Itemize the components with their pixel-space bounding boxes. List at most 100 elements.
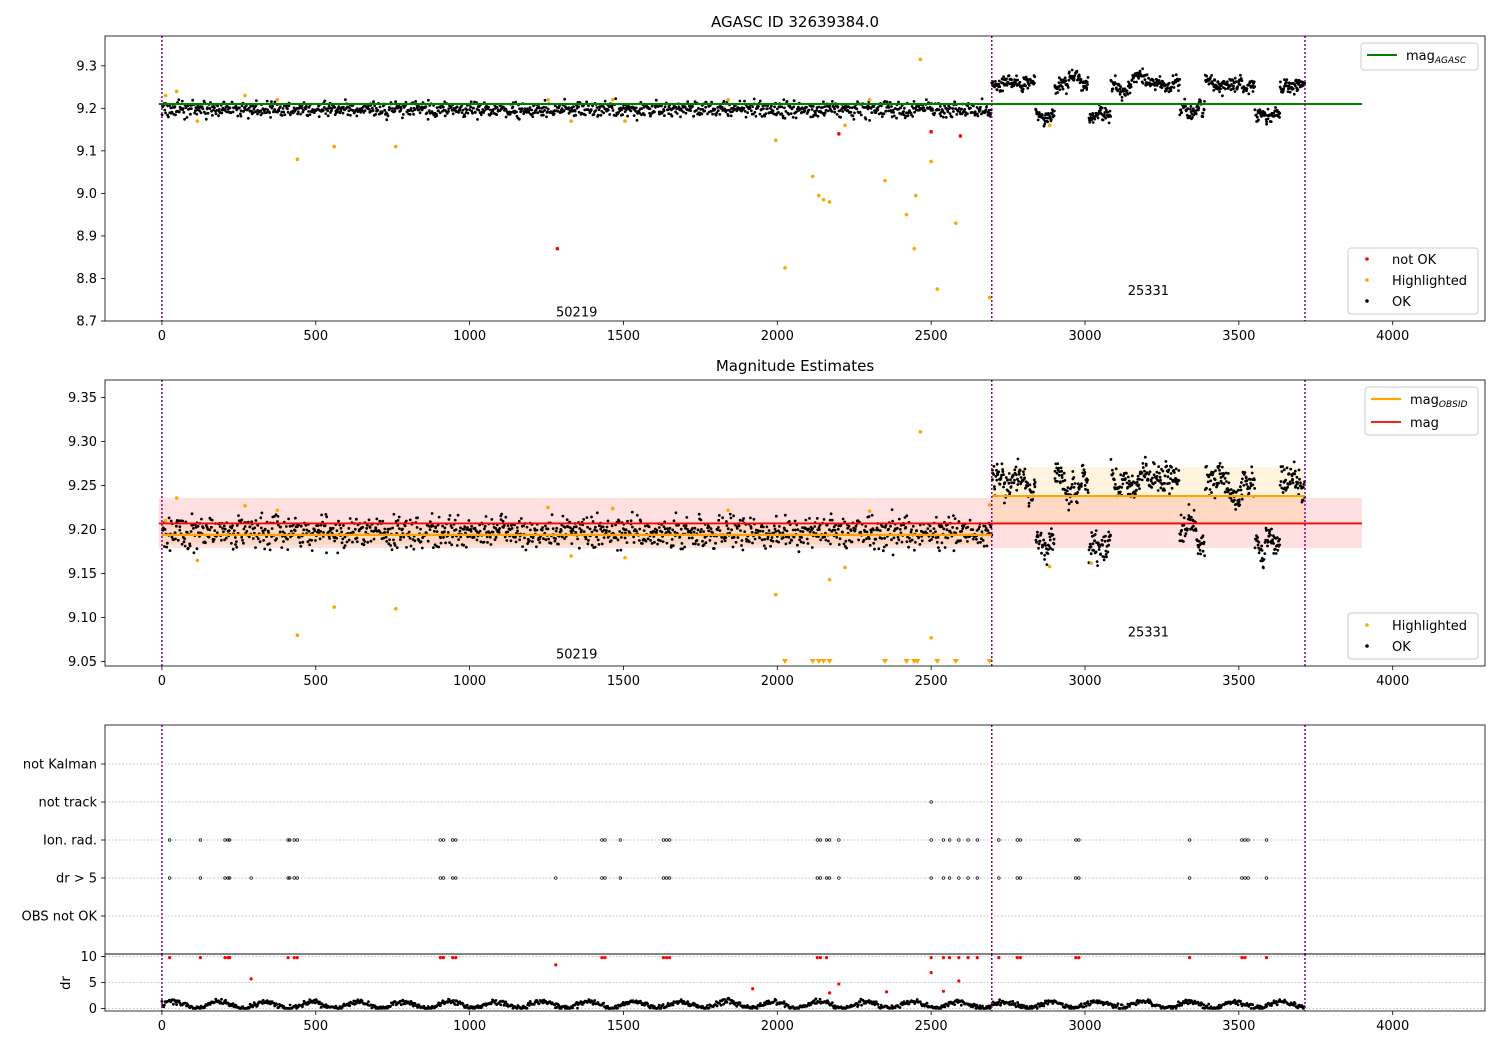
ok-point [760, 115, 764, 118]
ok-point [640, 107, 644, 110]
not-ok-point [929, 129, 933, 134]
ok-point [568, 106, 571, 110]
ok-point [1072, 485, 1076, 489]
ok-point [319, 523, 323, 527]
ok-point [1121, 87, 1125, 91]
dr-point [616, 1006, 619, 1010]
ok-point [918, 543, 922, 546]
ok-point [259, 516, 263, 520]
ok-point [1247, 92, 1251, 96]
ok-point [1107, 121, 1111, 125]
ok-point [1178, 78, 1182, 81]
dr-point [231, 1002, 235, 1006]
ok-point [1007, 74, 1011, 77]
flag-point [667, 876, 672, 880]
ok-point [340, 530, 343, 534]
ok-point [1013, 468, 1017, 472]
ok-point [299, 112, 302, 116]
ok-point [971, 528, 975, 531]
ok-point [891, 553, 895, 557]
ok-point [1212, 482, 1216, 486]
ok-point [887, 106, 891, 109]
ok-point [301, 540, 305, 544]
ok-point [1296, 486, 1300, 490]
ok-point [215, 108, 219, 112]
ok-point [560, 107, 564, 110]
ok-point [1103, 555, 1106, 559]
ok-point [217, 108, 221, 111]
ok-point [814, 113, 818, 117]
ok-point [183, 117, 187, 121]
ok-point [935, 540, 939, 544]
ok-point [408, 518, 412, 522]
ok-point [182, 111, 186, 114]
ok-point [830, 518, 834, 522]
ok-point [1266, 544, 1269, 548]
ok-point [857, 538, 860, 542]
chart-title: Magnitude Estimates [716, 357, 874, 375]
ok-point [1002, 485, 1005, 489]
ok-point [210, 109, 213, 113]
ok-point [489, 543, 493, 546]
ok-point [1266, 540, 1270, 544]
ok-point [795, 110, 798, 114]
ok-point [1153, 88, 1157, 92]
ok-point [1155, 470, 1159, 474]
ok-point [742, 106, 746, 110]
ok-point [305, 104, 308, 108]
ok-point [1104, 534, 1107, 538]
ok-point [368, 108, 371, 111]
ok-point [1046, 552, 1050, 555]
ok-point [514, 100, 518, 104]
ok-point [1294, 484, 1298, 487]
ok-point [260, 112, 264, 115]
ok-point [800, 536, 803, 539]
ok-point [972, 104, 975, 108]
flag-point [661, 838, 666, 842]
ok-point [1062, 78, 1065, 82]
ok-point [195, 112, 199, 116]
ok-point [270, 527, 274, 530]
ok-point [527, 110, 531, 114]
ok-point [1257, 551, 1261, 555]
ok-point [501, 519, 505, 523]
ok-point [1166, 475, 1170, 479]
ok-point [1055, 471, 1059, 475]
dr-point [587, 998, 591, 1001]
ok-point [391, 526, 394, 530]
ok-point [577, 110, 581, 114]
ok-point [617, 111, 620, 114]
flag-point [815, 838, 819, 842]
ok-point [1157, 79, 1161, 82]
ok-point [1047, 532, 1051, 535]
ok-point [1177, 83, 1181, 87]
ok-point [528, 539, 531, 543]
ok-point [190, 512, 194, 516]
ok-point [943, 111, 946, 115]
ok-point [1043, 116, 1047, 120]
ok-point [665, 531, 668, 534]
ok-point [903, 106, 906, 110]
ok-point [242, 527, 246, 531]
dr-point [725, 1000, 729, 1004]
ok-point [1298, 477, 1301, 481]
ok-point [317, 104, 320, 108]
ok-point [913, 548, 916, 552]
ok-point [678, 535, 682, 539]
ok-point [192, 551, 196, 555]
flag-point [167, 876, 172, 880]
ok-point [1184, 532, 1188, 535]
ok-point [402, 535, 406, 539]
flag-point [600, 838, 604, 842]
ok-point [1223, 477, 1227, 480]
ok-point [462, 543, 465, 547]
ok-point [325, 551, 328, 555]
ok-point [1265, 122, 1268, 126]
ok-point [638, 527, 642, 531]
ok-point [634, 106, 638, 110]
ok-point [1177, 89, 1180, 92]
ok-point [899, 531, 903, 535]
ok-point [412, 547, 416, 551]
ok-point [588, 527, 592, 531]
ok-point [391, 107, 394, 110]
